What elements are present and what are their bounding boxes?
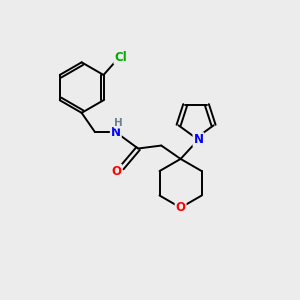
Text: Cl: Cl	[114, 51, 127, 64]
Text: H: H	[114, 118, 123, 128]
Text: O: O	[111, 165, 122, 178]
Text: N: N	[194, 133, 203, 146]
Text: N: N	[111, 126, 121, 139]
Text: O: O	[176, 201, 186, 214]
